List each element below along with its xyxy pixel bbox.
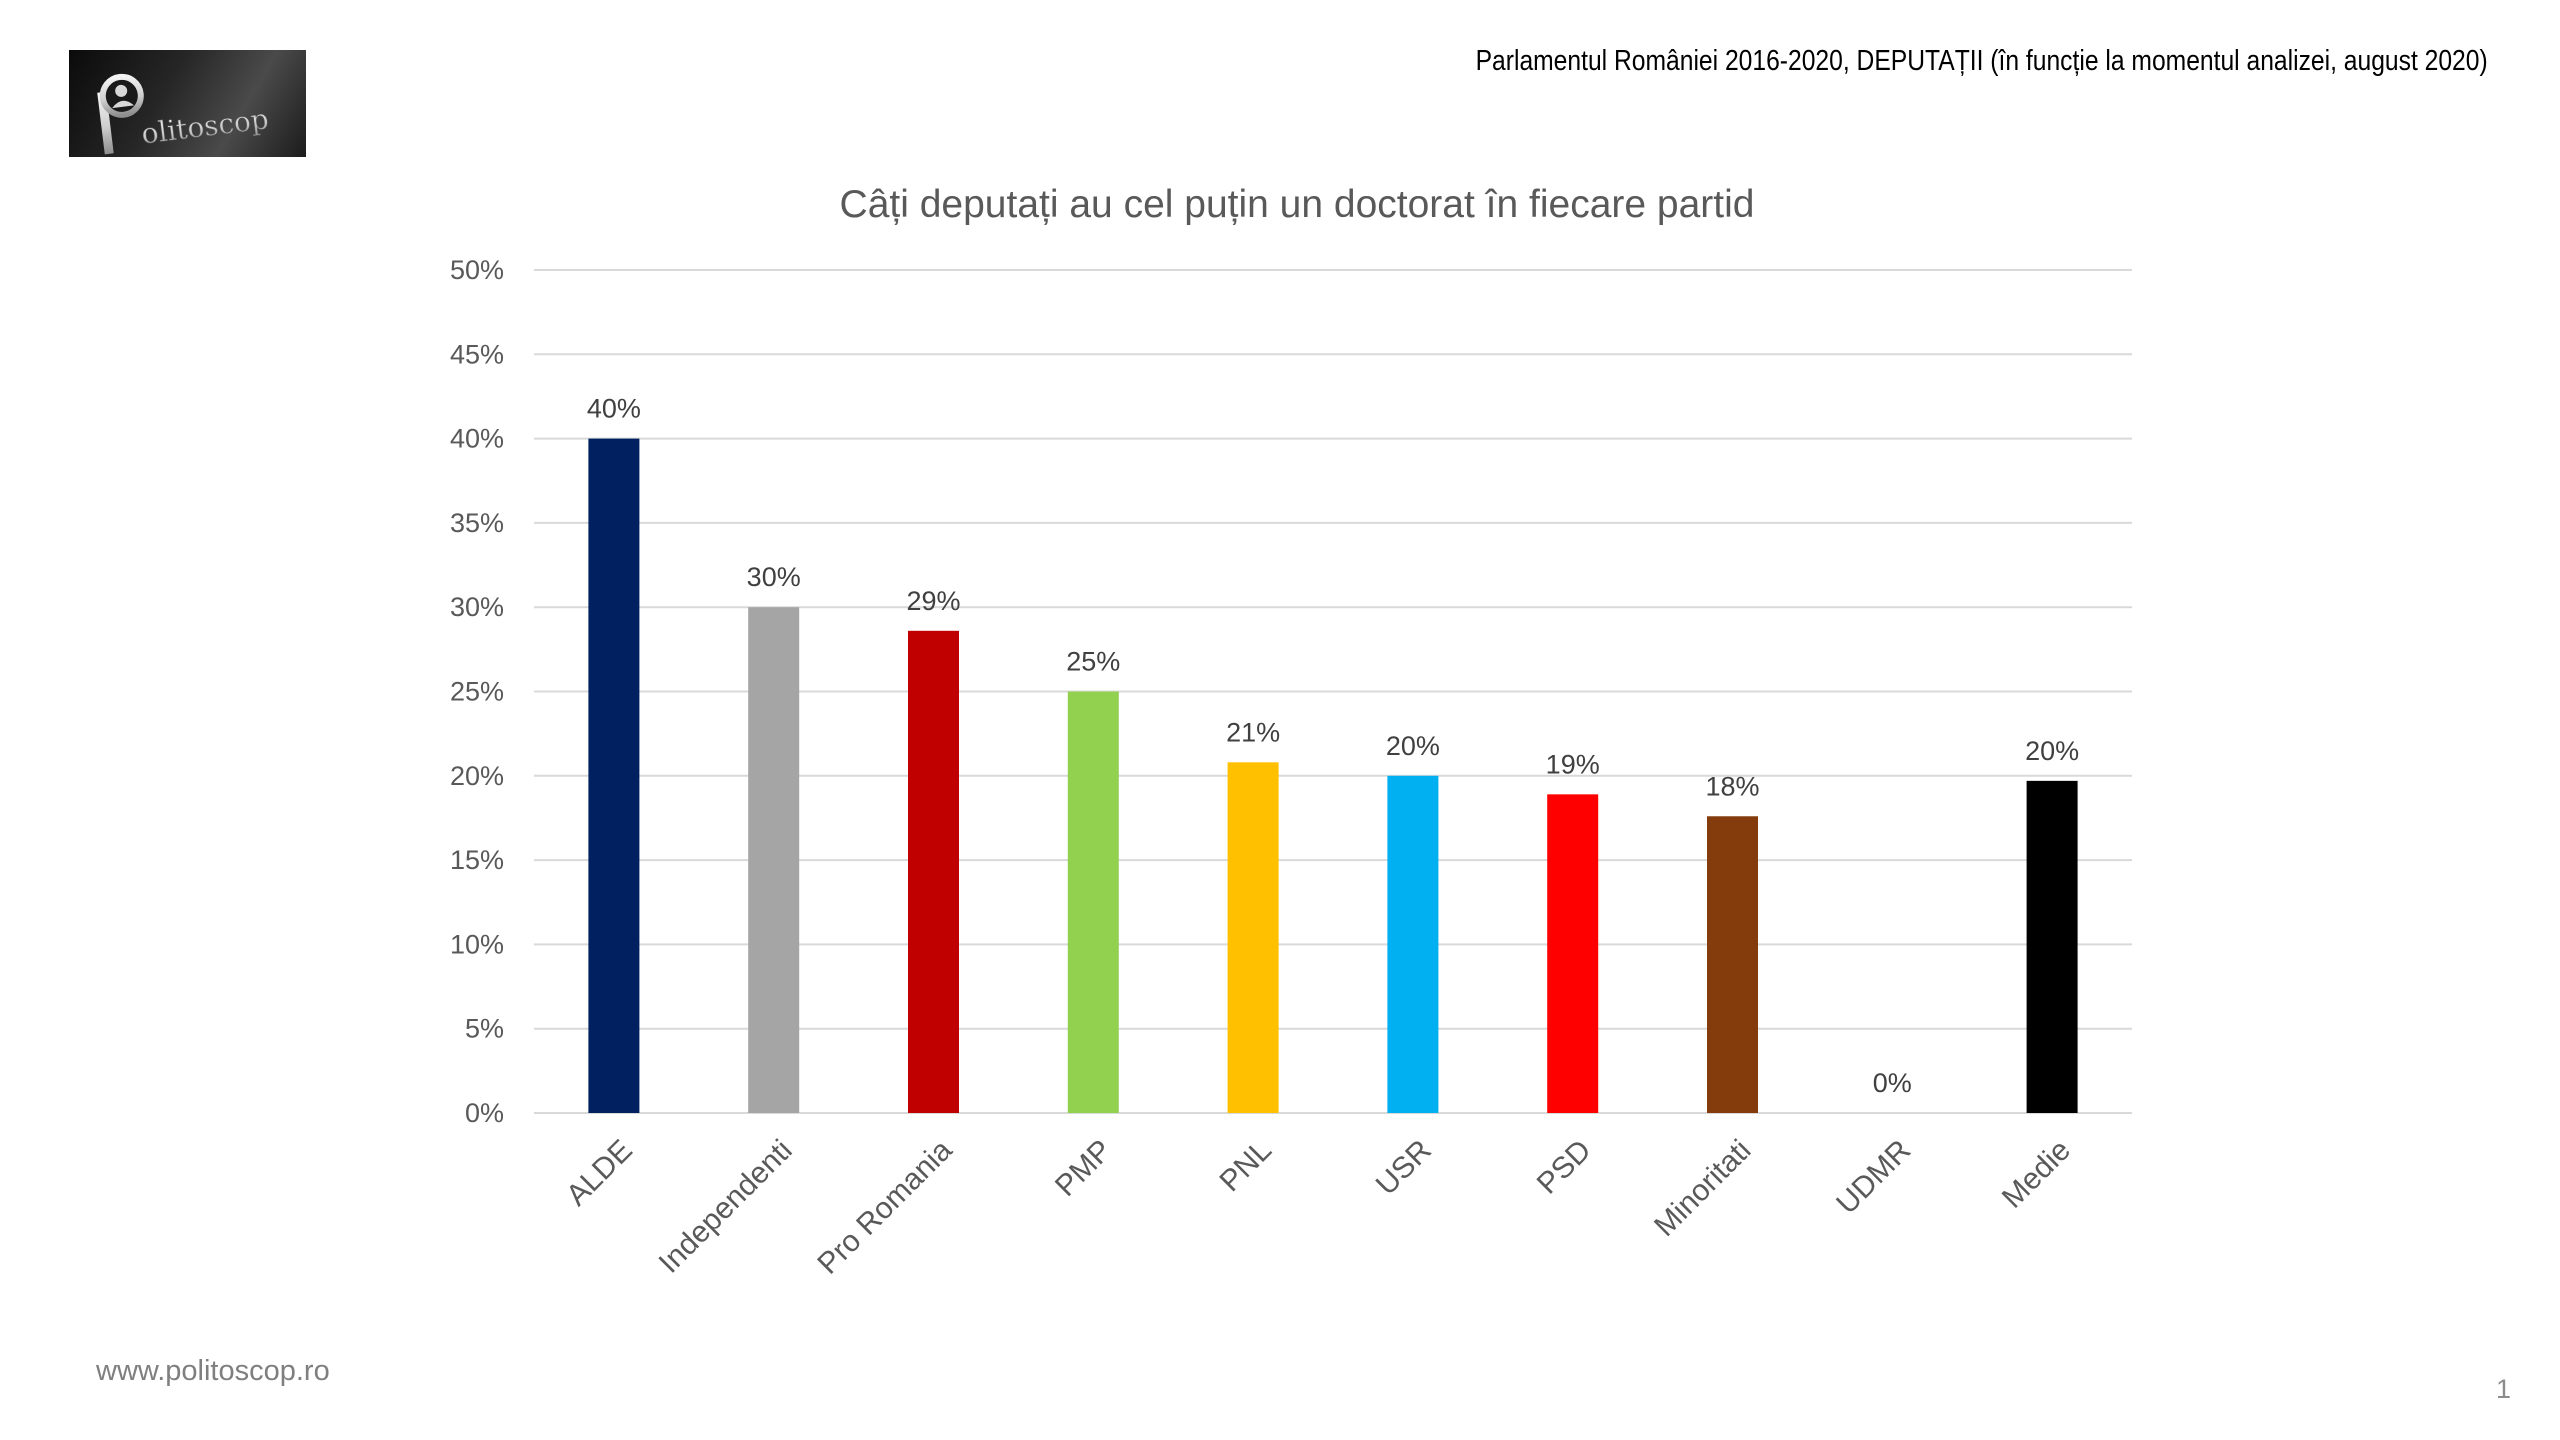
bar-psd bbox=[1547, 794, 1599, 1113]
bar-pro-romania bbox=[908, 630, 959, 1113]
y-tick-label: 20% bbox=[450, 761, 504, 791]
y-tick-label: 50% bbox=[450, 255, 504, 285]
y-tick-label: 30% bbox=[450, 592, 504, 622]
data-label-independenti: 30% bbox=[747, 562, 801, 592]
y-tick-label: 5% bbox=[465, 1014, 504, 1044]
data-label-alde: 40% bbox=[587, 394, 641, 424]
y-tick-label: 10% bbox=[450, 929, 504, 959]
data-label-pro-romania: 29% bbox=[906, 586, 960, 616]
report-caption: Parlamentul României 2016-2020, DEPUTAȚI… bbox=[1475, 45, 2488, 77]
x-tick-label-medie: Medie bbox=[1996, 1134, 2077, 1215]
x-tick-label-psd: PSD bbox=[1531, 1134, 1598, 1201]
bar-pmp bbox=[1067, 691, 1119, 1113]
bar-alde bbox=[588, 438, 640, 1114]
y-tick-label: 40% bbox=[450, 424, 504, 454]
y-tick-label: 45% bbox=[450, 339, 504, 369]
chart-title: Câți deputați au cel puțin un doctorat î… bbox=[839, 183, 1755, 226]
data-label-medie: 20% bbox=[2025, 736, 2079, 766]
y-tick-label: 25% bbox=[450, 677, 504, 707]
bar-usr bbox=[1387, 775, 1439, 1113]
bar-pnl bbox=[1227, 762, 1279, 1113]
data-label-psd: 19% bbox=[1546, 749, 1600, 779]
x-tick-label-udmr: UDMR bbox=[1830, 1134, 1917, 1221]
bar-minoritati bbox=[1707, 816, 1758, 1113]
bar-independenti bbox=[748, 607, 800, 1113]
logo-p-person-icon bbox=[97, 73, 144, 155]
x-tick-label-alde: ALDE bbox=[560, 1134, 639, 1213]
y-tick-label: 0% bbox=[465, 1098, 504, 1128]
data-label-udmr: 0% bbox=[1873, 1068, 1912, 1098]
x-tick-label-pnl: PNL bbox=[1213, 1134, 1278, 1199]
bar-medie bbox=[2026, 780, 2078, 1113]
x-tick-label-pro-romania: Pro Romania bbox=[811, 1133, 958, 1280]
website-url: www.politoscop.ro bbox=[96, 1355, 330, 1387]
x-tick-label-minoritati: Minoritati bbox=[1648, 1134, 1757, 1243]
x-tick-label-independenti: Independenti bbox=[653, 1134, 799, 1280]
y-tick-label: 15% bbox=[450, 845, 504, 875]
data-label-pnl: 21% bbox=[1226, 717, 1280, 747]
x-tick-label-pmp: PMP bbox=[1049, 1134, 1118, 1203]
page-number: 1 bbox=[2496, 1374, 2512, 1404]
data-label-pmp: 25% bbox=[1066, 647, 1120, 677]
x-tick-label-usr: USR bbox=[1370, 1134, 1438, 1202]
y-tick-label: 35% bbox=[450, 508, 504, 538]
data-label-minoritati: 18% bbox=[1705, 771, 1759, 801]
politoscop-logo: olitoscop bbox=[69, 50, 306, 157]
logo-graphic: olitoscop bbox=[97, 73, 271, 155]
data-label-usr: 20% bbox=[1386, 731, 1440, 761]
